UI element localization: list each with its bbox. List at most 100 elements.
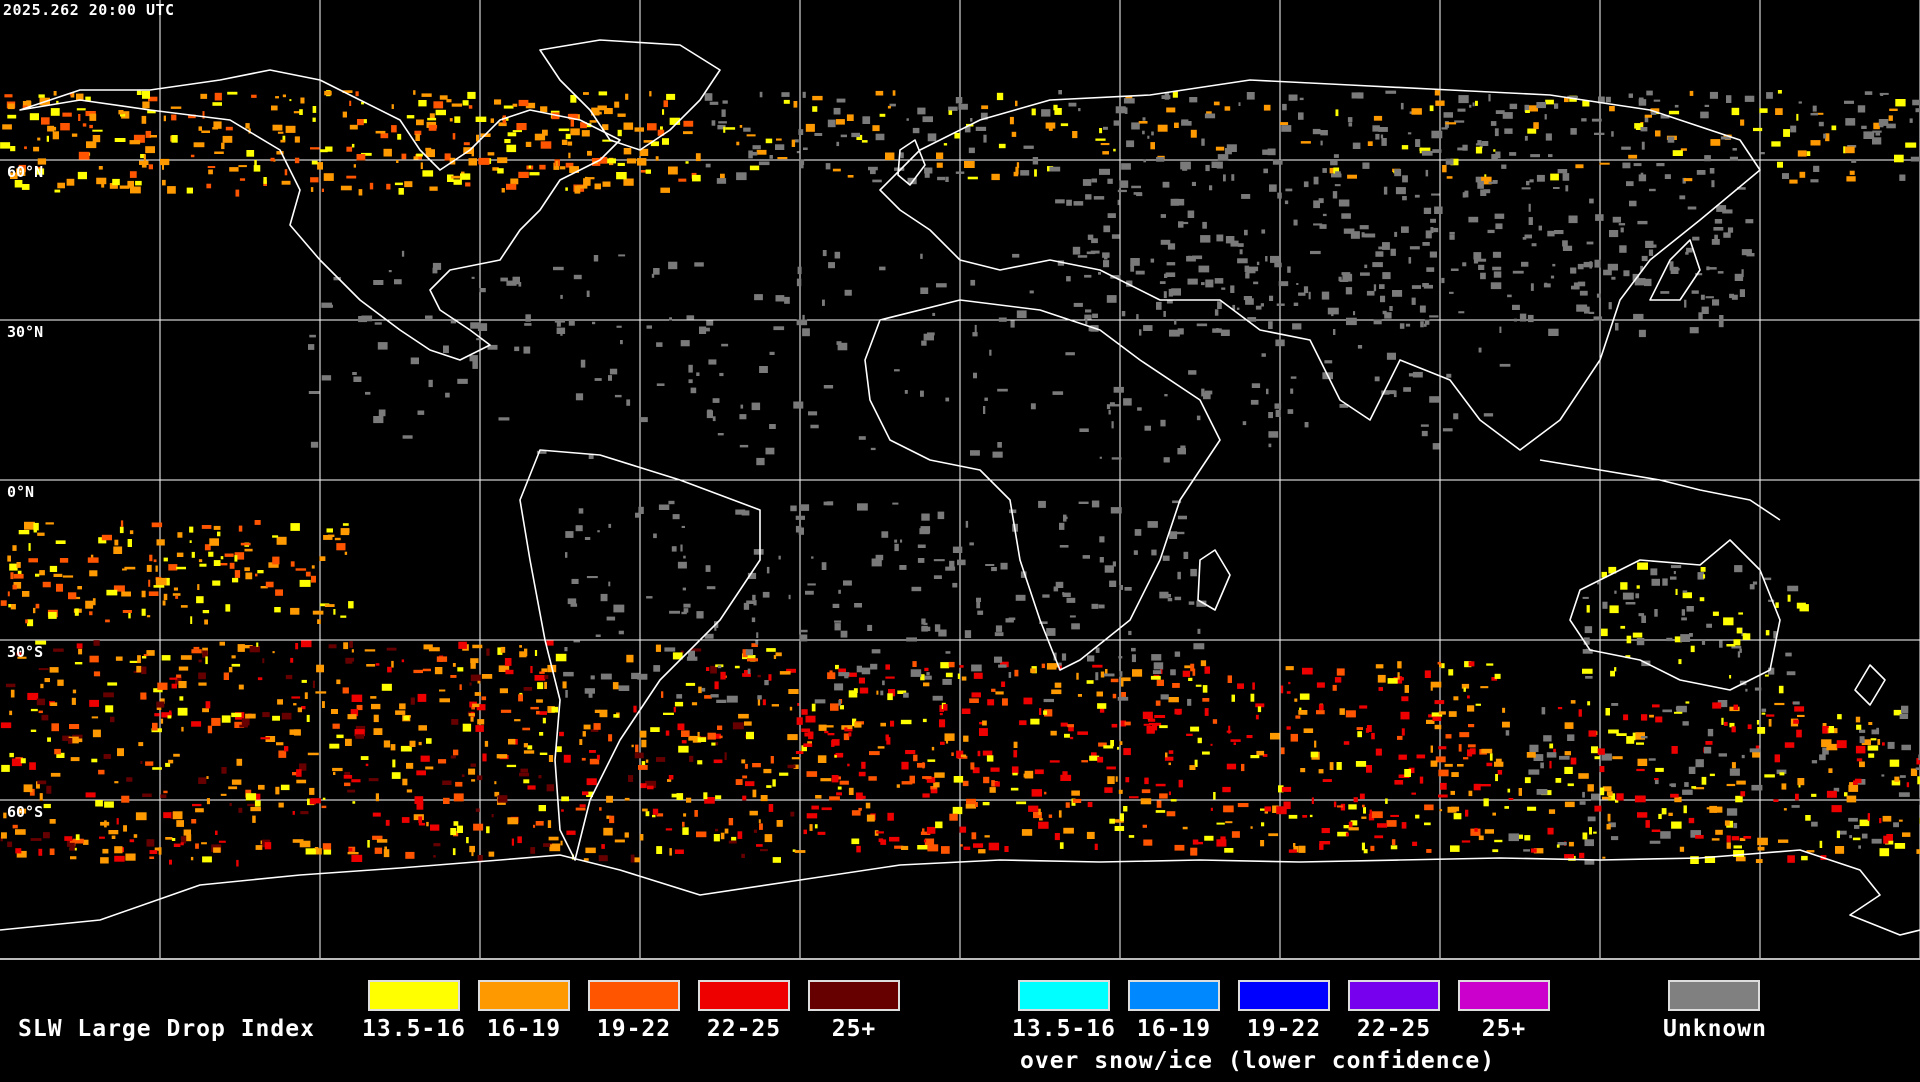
data-pixel: [382, 684, 392, 691]
data-pixel: [729, 841, 737, 844]
data-pixel: [162, 180, 166, 186]
data-pixel: [387, 648, 397, 651]
data-pixel: [77, 643, 83, 648]
data-pixel: [208, 726, 212, 734]
data-pixel: [1128, 631, 1131, 635]
data-pixel: [539, 672, 544, 674]
data-pixel: [753, 790, 757, 798]
data-pixel: [653, 809, 658, 815]
data-pixel: [1547, 231, 1554, 237]
data-pixel: [1727, 842, 1731, 848]
data-pixel: [433, 263, 441, 270]
data-pixel: [1115, 826, 1125, 831]
data-pixel: [1216, 147, 1224, 151]
data-pixel: [321, 303, 332, 308]
data-pixel: [376, 131, 386, 134]
data-pixel: [357, 154, 366, 160]
data-pixel: [505, 658, 512, 666]
data-pixel: [207, 798, 210, 804]
data-pixel: [982, 721, 987, 726]
data-pixel: [290, 658, 293, 663]
data-pixel: [989, 350, 991, 356]
data-pixel: [642, 809, 648, 812]
data-pixel: [451, 756, 456, 759]
data-pixel: [681, 730, 690, 737]
data-pixel: [120, 527, 124, 533]
data-pixel: [946, 673, 953, 678]
data-pixel: [1601, 629, 1608, 637]
data-pixel: [469, 158, 478, 165]
data-pixel: [1319, 198, 1324, 203]
data-pixel: [985, 835, 990, 837]
data-pixel: [1025, 771, 1034, 779]
data-pixel: [1730, 157, 1738, 161]
data-pixel: [453, 848, 456, 855]
data-pixel: [1374, 284, 1376, 291]
data-pixel: [39, 94, 45, 97]
data-pixel: [520, 769, 528, 773]
data-pixel: [815, 795, 821, 799]
data-pixel: [1635, 796, 1646, 803]
data-pixel: [742, 796, 746, 801]
data-pixel: [798, 129, 803, 135]
data-pixel: [1353, 143, 1361, 149]
data-pixel: [1157, 680, 1164, 686]
data-pixel: [317, 162, 323, 170]
data-pixel: [1205, 666, 1211, 673]
data-pixel: [25, 619, 28, 623]
map-canvas: [0, 0, 1920, 958]
data-pixel: [1337, 762, 1342, 770]
data-pixel: [752, 763, 761, 767]
data-pixel: [1782, 173, 1789, 179]
data-pixel: [1156, 302, 1162, 310]
data-pixel: [561, 809, 564, 811]
data-pixel: [1710, 139, 1720, 146]
data-pixel: [1607, 824, 1611, 830]
data-pixel: [524, 743, 528, 747]
data-pixel: [1740, 289, 1745, 297]
data-pixel: [300, 811, 308, 814]
data-pixel: [1558, 707, 1562, 709]
data-pixel: [450, 828, 456, 835]
data-pixel: [1136, 314, 1138, 320]
data-pixel: [1512, 305, 1520, 310]
data-pixel: [176, 675, 181, 678]
data-pixel: [1092, 604, 1099, 609]
data-pixel: [718, 121, 727, 123]
data-pixel: [885, 677, 894, 679]
data-pixel: [255, 574, 258, 577]
data-pixel: [1032, 109, 1036, 116]
data-pixel: [1912, 100, 1920, 106]
data-pixel: [577, 185, 588, 188]
data-pixel: [1711, 180, 1714, 187]
data-pixel: [1477, 140, 1481, 143]
data-pixel: [1719, 320, 1724, 327]
data-pixel: [1612, 756, 1622, 759]
data-pixel: [291, 696, 300, 698]
data-pixel: [1684, 782, 1689, 787]
data-pixel: [717, 178, 726, 184]
data-pixel: [391, 125, 397, 132]
data-pixel: [960, 844, 963, 846]
data-pixel: [1544, 283, 1551, 287]
data-pixel: [1129, 796, 1139, 798]
data-pixel: [221, 556, 224, 559]
data-pixel: [433, 843, 440, 846]
data-pixel: [344, 775, 352, 779]
data-pixel: [1153, 670, 1161, 674]
data-pixel: [978, 751, 981, 756]
data-pixel: [352, 144, 355, 148]
data-pixel: [157, 683, 167, 690]
data-pixel: [419, 823, 425, 826]
data-pixel: [880, 691, 883, 696]
data-pixel: [1217, 301, 1222, 309]
data-pixel: [1641, 616, 1646, 624]
data-pixel: [696, 832, 706, 838]
data-pixel: [1281, 686, 1283, 694]
data-pixel: [959, 104, 968, 110]
data-pixel: [1289, 849, 1297, 852]
data-pixel: [114, 856, 125, 862]
data-pixel: [351, 779, 360, 782]
data-pixel: [1009, 618, 1016, 621]
data-pixel: [419, 742, 422, 745]
